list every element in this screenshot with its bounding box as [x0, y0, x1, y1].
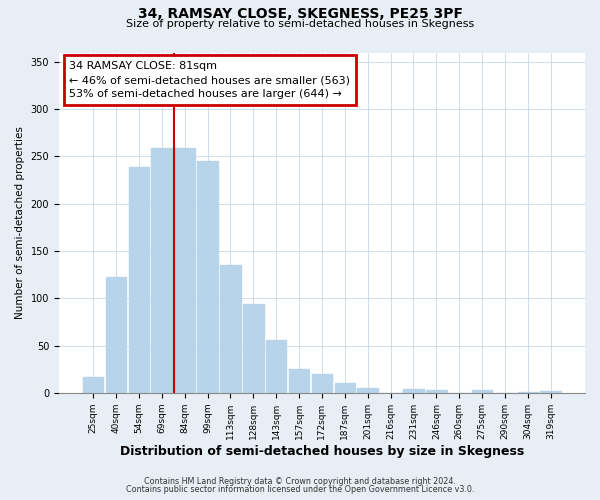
Bar	[197, 161, 218, 393]
Bar	[311, 374, 332, 393]
Bar	[518, 392, 538, 393]
Bar	[175, 148, 195, 393]
Text: Contains public sector information licensed under the Open Government Licence v3: Contains public sector information licen…	[126, 485, 474, 494]
Bar	[426, 390, 446, 393]
Bar	[472, 390, 493, 393]
Bar	[220, 265, 241, 393]
Y-axis label: Number of semi-detached properties: Number of semi-detached properties	[15, 126, 25, 319]
Bar	[128, 167, 149, 393]
Bar	[403, 389, 424, 393]
Bar	[358, 388, 378, 393]
Bar	[541, 391, 561, 393]
Bar	[106, 276, 126, 393]
Bar	[289, 369, 310, 393]
Bar	[335, 384, 355, 393]
Bar	[83, 377, 103, 393]
Bar	[151, 148, 172, 393]
Bar	[243, 304, 263, 393]
Text: Contains HM Land Registry data © Crown copyright and database right 2024.: Contains HM Land Registry data © Crown c…	[144, 477, 456, 486]
Text: Size of property relative to semi-detached houses in Skegness: Size of property relative to semi-detach…	[126, 19, 474, 29]
Bar	[266, 340, 286, 393]
Text: 34, RAMSAY CLOSE, SKEGNESS, PE25 3PF: 34, RAMSAY CLOSE, SKEGNESS, PE25 3PF	[137, 8, 463, 22]
X-axis label: Distribution of semi-detached houses by size in Skegness: Distribution of semi-detached houses by …	[120, 444, 524, 458]
Text: 34 RAMSAY CLOSE: 81sqm
← 46% of semi-detached houses are smaller (563)
53% of se: 34 RAMSAY CLOSE: 81sqm ← 46% of semi-det…	[70, 61, 350, 99]
